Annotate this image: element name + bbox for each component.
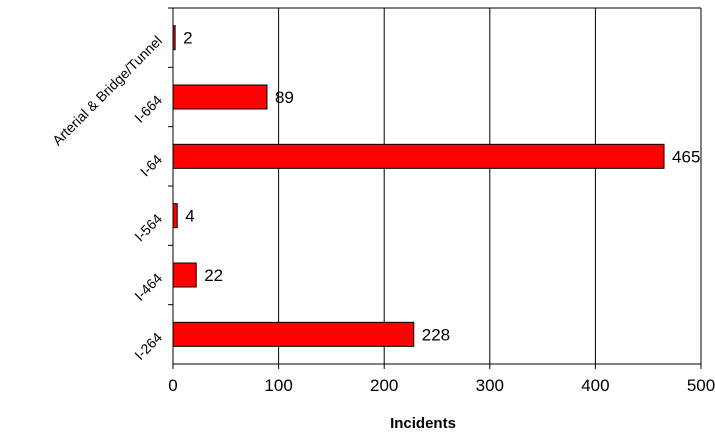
bar-i-64 bbox=[172, 143, 665, 169]
x-axis-title: Incidents bbox=[390, 415, 456, 432]
category-label: I-664 bbox=[131, 92, 165, 126]
gridlines bbox=[278, 8, 702, 364]
data-labels: 2 89 465 4 22 228 bbox=[183, 29, 700, 345]
bar-i-664 bbox=[172, 84, 268, 110]
x-tick-labels: 0 100 200 300 400 500 bbox=[168, 376, 715, 395]
x-tick-label: 400 bbox=[581, 376, 609, 395]
x-tick-label: 100 bbox=[264, 376, 292, 395]
x-tick-label: 0 bbox=[168, 376, 177, 395]
data-label: 89 bbox=[275, 88, 294, 107]
bar-i-564 bbox=[172, 203, 178, 229]
data-label: 465 bbox=[672, 147, 700, 166]
data-label: 228 bbox=[422, 325, 450, 344]
bar-i-264 bbox=[172, 321, 415, 347]
x-tick-label: 500 bbox=[687, 376, 715, 395]
data-label: 4 bbox=[185, 207, 194, 226]
bars bbox=[172, 25, 665, 347]
category-label: I-64 bbox=[137, 151, 166, 180]
category-label: I-464 bbox=[131, 270, 165, 304]
data-label: 22 bbox=[204, 266, 223, 285]
category-label: Arterial & Bridge/Tunnel bbox=[49, 32, 165, 148]
bar-i-464 bbox=[172, 262, 197, 288]
x-tick-label: 300 bbox=[476, 376, 504, 395]
data-label: 2 bbox=[183, 29, 192, 48]
x-tick-label: 200 bbox=[370, 376, 398, 395]
category-label: I-264 bbox=[131, 329, 165, 363]
category-label: I-564 bbox=[131, 210, 165, 244]
axes bbox=[168, 7, 702, 369]
